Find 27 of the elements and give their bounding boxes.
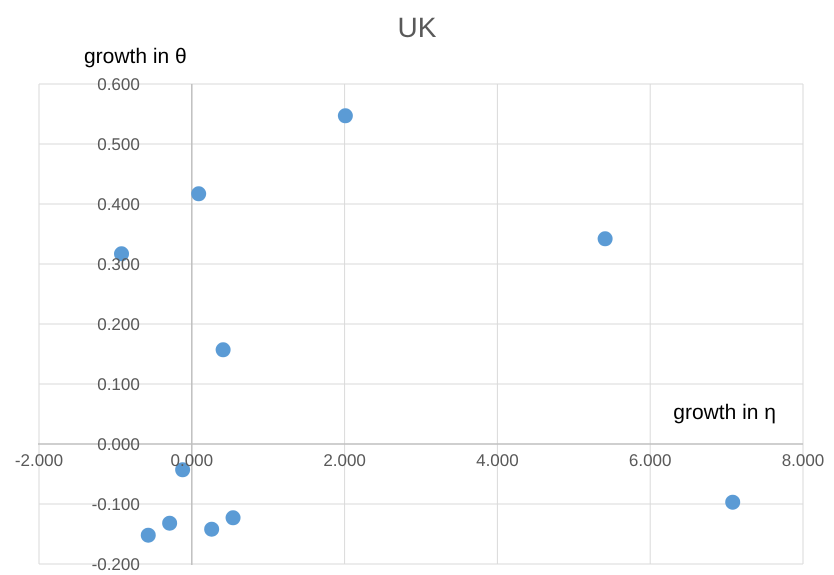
x-tick-label: 6.000	[628, 451, 672, 470]
y-tick-label: 0.100	[97, 375, 140, 394]
y-tick-label: 0.000	[97, 435, 140, 454]
x-tick-label: 4.000	[476, 451, 519, 470]
y-tick-label: 0.300	[97, 255, 140, 274]
point	[140, 528, 156, 543]
y-axis-title: growth in θ	[84, 45, 187, 69]
y-tick-label: 0.500	[97, 135, 140, 154]
x-tick-label: -2.000	[14, 451, 64, 470]
chart-title: UK	[396, 12, 438, 44]
point	[226, 510, 241, 526]
y-tick-label: -0.100	[92, 495, 140, 514]
point	[162, 516, 178, 531]
x-tick-label: 0.000	[170, 451, 214, 470]
y-tick-label: -0.200	[92, 555, 140, 574]
point	[191, 186, 206, 202]
point	[725, 494, 740, 510]
y-tick-label: 0.200	[97, 315, 140, 334]
point	[204, 522, 220, 537]
point	[216, 342, 231, 358]
x-axis-title: growth in η	[673, 401, 776, 425]
y-tick-label: 0.400	[97, 195, 140, 214]
x-tick-label: 2.000	[323, 451, 366, 470]
x-tick-label: 8.000	[782, 451, 824, 470]
point	[598, 231, 613, 246]
point	[338, 108, 353, 124]
y-tick-label: 0.600	[97, 75, 140, 94]
